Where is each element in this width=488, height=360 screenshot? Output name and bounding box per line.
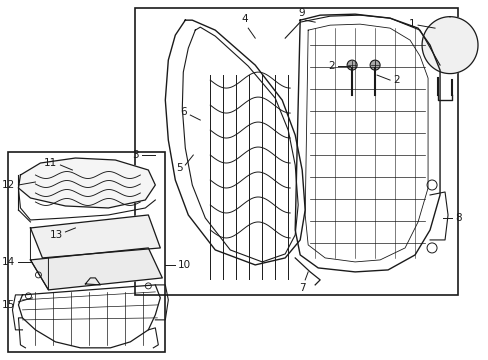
Polygon shape [421, 17, 477, 73]
Text: 13: 13 [50, 230, 63, 240]
Text: 6: 6 [180, 107, 187, 117]
Text: 3: 3 [131, 150, 138, 160]
Polygon shape [30, 248, 162, 290]
Text: 9: 9 [298, 8, 305, 18]
Text: 14: 14 [2, 257, 16, 267]
Polygon shape [30, 215, 160, 258]
Text: 2: 2 [392, 75, 399, 85]
Text: 2: 2 [328, 61, 334, 71]
Text: 4: 4 [242, 14, 248, 24]
Circle shape [369, 60, 379, 70]
Bar [135, 8, 457, 295]
Text: 12: 12 [2, 180, 16, 190]
Text: 10: 10 [178, 260, 191, 270]
Text: 8: 8 [454, 213, 461, 223]
Text: 1: 1 [407, 19, 414, 29]
Text: 7: 7 [298, 283, 305, 293]
Text: 5: 5 [176, 163, 183, 173]
Text: 11: 11 [44, 158, 57, 168]
Polygon shape [19, 158, 155, 208]
Bar [8, 152, 165, 352]
Circle shape [346, 60, 356, 70]
Text: 15: 15 [2, 300, 16, 310]
